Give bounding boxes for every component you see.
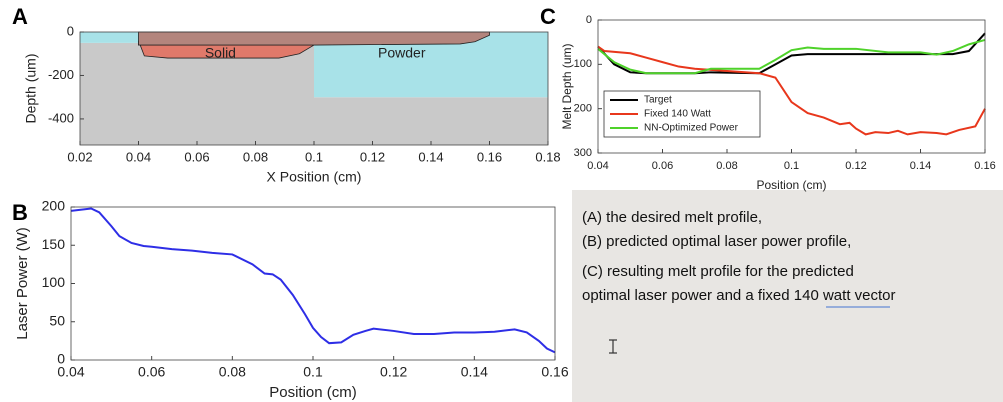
y-axis-label: Laser Power (W) [14, 227, 31, 340]
y-tick-label: 50 [49, 312, 65, 328]
x-tick-label: 0.14 [418, 149, 443, 164]
x-tick-label: 0.06 [652, 160, 673, 172]
x-tick-label: 0.18 [535, 149, 560, 164]
x-tick-label: 0.06 [138, 364, 165, 380]
x-tick-label: 0.14 [461, 364, 488, 380]
x-axis-label: X Position (cm) [267, 169, 362, 185]
y-axis-label: Melt Depth (um) [560, 43, 574, 129]
y-tick-label: 100 [42, 274, 66, 290]
y-axis-label: Depth (um) [23, 53, 39, 123]
text-cursor [609, 339, 617, 354]
panel-letter: B [12, 200, 28, 225]
legend-label: NN-Optimized Power [644, 123, 739, 134]
x-tick-label: 0.12 [380, 364, 407, 380]
caption-line: (A) the desired melt profile, [582, 209, 762, 226]
y-tick-label: 200 [42, 198, 66, 214]
panel-letter: C [540, 4, 556, 29]
x-tick-label: 0.04 [587, 160, 608, 172]
y-tick-label: 0 [586, 14, 592, 26]
y-tick-label: 0 [57, 351, 65, 367]
legend-label: Fixed 140 Watt [644, 109, 711, 120]
x-axis-label: Position (cm) [269, 384, 357, 401]
x-tick-label: 0.12 [845, 160, 866, 172]
region [80, 32, 548, 98]
x-tick-label: 0.16 [477, 149, 502, 164]
x-axis-label: Position (cm) [756, 178, 826, 192]
x-tick-label: 0.06 [184, 149, 209, 164]
x-tick-label: 0.04 [57, 364, 84, 380]
x-tick-label: 0.1 [784, 160, 799, 172]
y-tick-label: -200 [48, 67, 74, 82]
x-tick-label: 0.12 [360, 149, 385, 164]
x-tick-label: 0.14 [910, 160, 931, 172]
region-label: Solid [205, 44, 236, 60]
x-tick-label: 0.1 [303, 364, 323, 380]
region [138, 31, 490, 46]
panel-letter: A [12, 4, 28, 29]
line [70, 207, 556, 354]
caption-line: (B) predicted optimal laser power profil… [582, 233, 851, 250]
x-tick-label: 0.08 [219, 364, 246, 380]
plot-frame [70, 206, 556, 361]
x-tick-label: 0.04 [126, 149, 151, 164]
y-tick-label: 100 [574, 58, 592, 70]
legend-label: Target [644, 95, 672, 106]
x-tick-label: 0.08 [243, 149, 268, 164]
x-tick-label: 0.16 [974, 160, 995, 172]
region-label: Powder [378, 44, 426, 60]
y-tick-label: 300 [574, 147, 592, 159]
x-tick-label: 0.02 [67, 149, 92, 164]
caption-line: (C) resulting melt profile for the predi… [582, 263, 854, 280]
caption-panel [572, 190, 1003, 402]
caption-line: optimal laser power and a fixed 140 watt… [582, 287, 896, 304]
y-tick-label: 0 [67, 23, 74, 38]
x-tick-label: 0.08 [716, 160, 737, 172]
x-tick-label: 0.16 [541, 364, 568, 380]
x-tick-label: 0.1 [305, 149, 323, 164]
line [597, 38, 986, 75]
y-tick-label: 200 [574, 103, 592, 115]
line [597, 45, 986, 136]
y-tick-label: -400 [48, 110, 74, 125]
y-tick-label: 150 [42, 236, 66, 252]
